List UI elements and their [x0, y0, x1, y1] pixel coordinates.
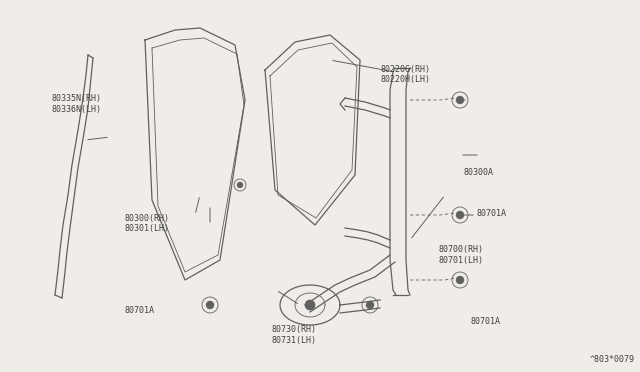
Text: 80300(RH)
80301(LH): 80300(RH) 80301(LH)	[125, 214, 170, 233]
Circle shape	[456, 96, 464, 104]
Circle shape	[237, 182, 243, 188]
Text: 80701A: 80701A	[470, 317, 500, 326]
Circle shape	[366, 301, 374, 309]
Circle shape	[456, 276, 464, 284]
Text: 80701A: 80701A	[125, 306, 155, 315]
Circle shape	[305, 300, 315, 310]
Text: 80701A: 80701A	[477, 209, 507, 218]
Text: 80730(RH)
80731(LH): 80730(RH) 80731(LH)	[272, 325, 317, 344]
Text: ^803*0079: ^803*0079	[590, 355, 635, 364]
Circle shape	[456, 211, 464, 219]
Circle shape	[206, 301, 214, 309]
Text: 80220G(RH)
80220H(LH): 80220G(RH) 80220H(LH)	[381, 65, 431, 84]
Text: 80335N(RH)
80336N(LH): 80335N(RH) 80336N(LH)	[51, 94, 101, 114]
Text: 80300A: 80300A	[464, 169, 494, 177]
Text: 80700(RH)
80701(LH): 80700(RH) 80701(LH)	[438, 245, 483, 264]
